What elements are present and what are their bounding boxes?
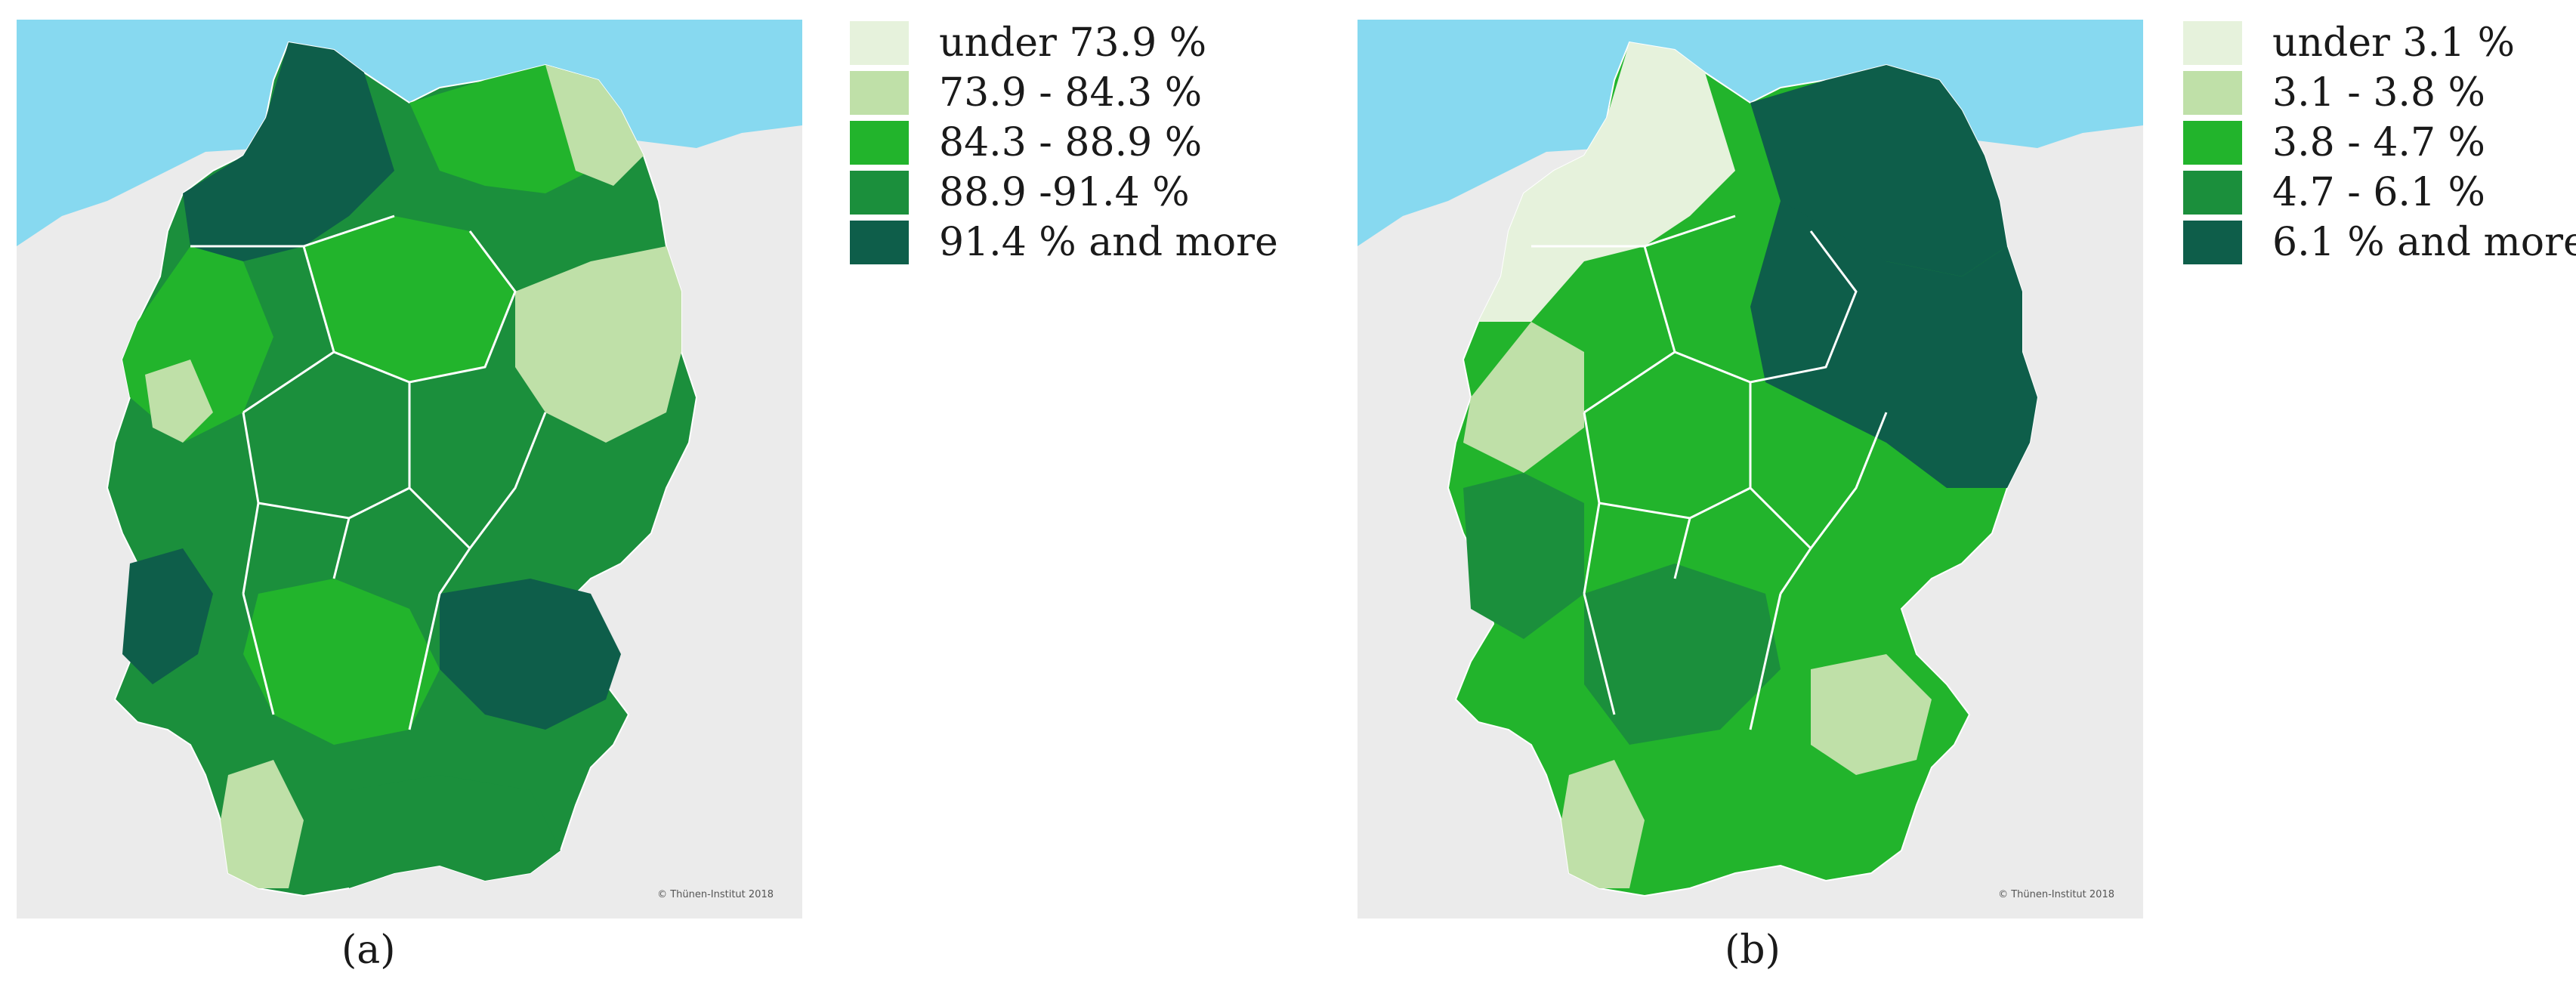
region-south-west xyxy=(122,548,213,684)
legend-item: 84.3 - 88.9 % xyxy=(850,118,1278,168)
region-south-east xyxy=(1811,654,1932,775)
legend-label: 91.4 % and more xyxy=(939,220,1278,265)
region-east xyxy=(1750,201,2037,488)
legend-swatch xyxy=(850,121,909,165)
legend-item: under 73.9 % xyxy=(850,18,1278,68)
legend-swatch xyxy=(850,71,909,115)
choropleth-map-b: © Thünen-Institut 2018 xyxy=(1357,20,2143,918)
region-south-west-corner xyxy=(221,760,304,888)
legend-item: 4.7 - 6.1 % xyxy=(2183,168,2576,218)
legend-swatch xyxy=(850,221,909,264)
region-north-west xyxy=(1478,42,1735,322)
legend-label: 6.1 % and more xyxy=(2272,220,2576,265)
region-south xyxy=(1584,563,1781,745)
region-ruhr xyxy=(145,360,213,443)
credit-note: © Thünen-Institut 2018 xyxy=(1998,889,2114,900)
legend-label: 3.1 - 3.8 % xyxy=(2272,70,2485,116)
legend-item: 91.4 % and more xyxy=(850,218,1278,267)
legend-item: 6.1 % and more xyxy=(2183,218,2576,267)
region-south-west-corner xyxy=(1561,760,1645,888)
legend-item: 73.9 - 84.3 % xyxy=(850,68,1278,118)
legend-label: under 3.1 % xyxy=(2272,20,2516,66)
legend-label: 4.7 - 6.1 % xyxy=(2272,170,2485,215)
legend-swatch xyxy=(2183,71,2242,115)
region-south-west xyxy=(1463,473,1584,639)
legend-label: 88.9 -91.4 % xyxy=(939,170,1190,215)
legend-swatch xyxy=(2183,121,2242,165)
legend-item: 3.1 - 3.8 % xyxy=(2183,68,2576,118)
legend-label: 3.8 - 4.7 % xyxy=(2272,120,2485,165)
region-central xyxy=(304,216,515,382)
map-svg-a xyxy=(17,20,802,897)
legend-a: under 73.9 % 73.9 - 84.3 % 84.3 - 88.9 %… xyxy=(850,18,1278,267)
state-borders xyxy=(190,215,547,730)
legend-label: under 73.9 % xyxy=(939,20,1207,66)
map-panel-b: © Thünen-Institut 2018 under 3.1 % 3.1 -… xyxy=(1288,0,2576,991)
legend-item: under 3.1 % xyxy=(2183,18,2576,68)
legend-label: 84.3 - 88.9 % xyxy=(939,120,1203,165)
legend-label: 73.9 - 84.3 % xyxy=(939,70,1203,116)
choropleth-map-a: © Thünen-Institut 2018 xyxy=(17,20,802,918)
region-south xyxy=(243,579,440,745)
sea xyxy=(17,20,802,246)
legend-swatch xyxy=(2183,171,2242,215)
legend-item: 3.8 - 4.7 % xyxy=(2183,118,2576,168)
map-panel-a: © Thünen-Institut 2018 under 73.9 % 73.9… xyxy=(17,18,1278,973)
panel-caption: (b) xyxy=(1725,928,1781,973)
region-east-coast xyxy=(545,65,644,186)
legend-swatch xyxy=(2183,21,2242,65)
credit-note: © Thünen-Institut 2018 xyxy=(657,889,774,900)
legend-swatch xyxy=(850,171,909,215)
region-east xyxy=(515,246,681,443)
state-borders xyxy=(1531,215,1888,730)
region-alps xyxy=(349,775,561,888)
legend-b: under 3.1 % 3.1 - 3.8 % 3.8 - 4.7 % 4.7 … xyxy=(2183,18,2576,267)
region-south-east xyxy=(440,579,621,730)
region-west xyxy=(1463,322,1584,473)
map-svg-b xyxy=(1357,20,2143,897)
legend-swatch xyxy=(2183,221,2242,264)
legend-item: 88.9 -91.4 % xyxy=(850,168,1278,218)
panel-caption: (a) xyxy=(341,928,396,973)
legend-swatch xyxy=(850,21,909,65)
region-north-west xyxy=(183,42,394,261)
sea xyxy=(1357,20,2143,246)
